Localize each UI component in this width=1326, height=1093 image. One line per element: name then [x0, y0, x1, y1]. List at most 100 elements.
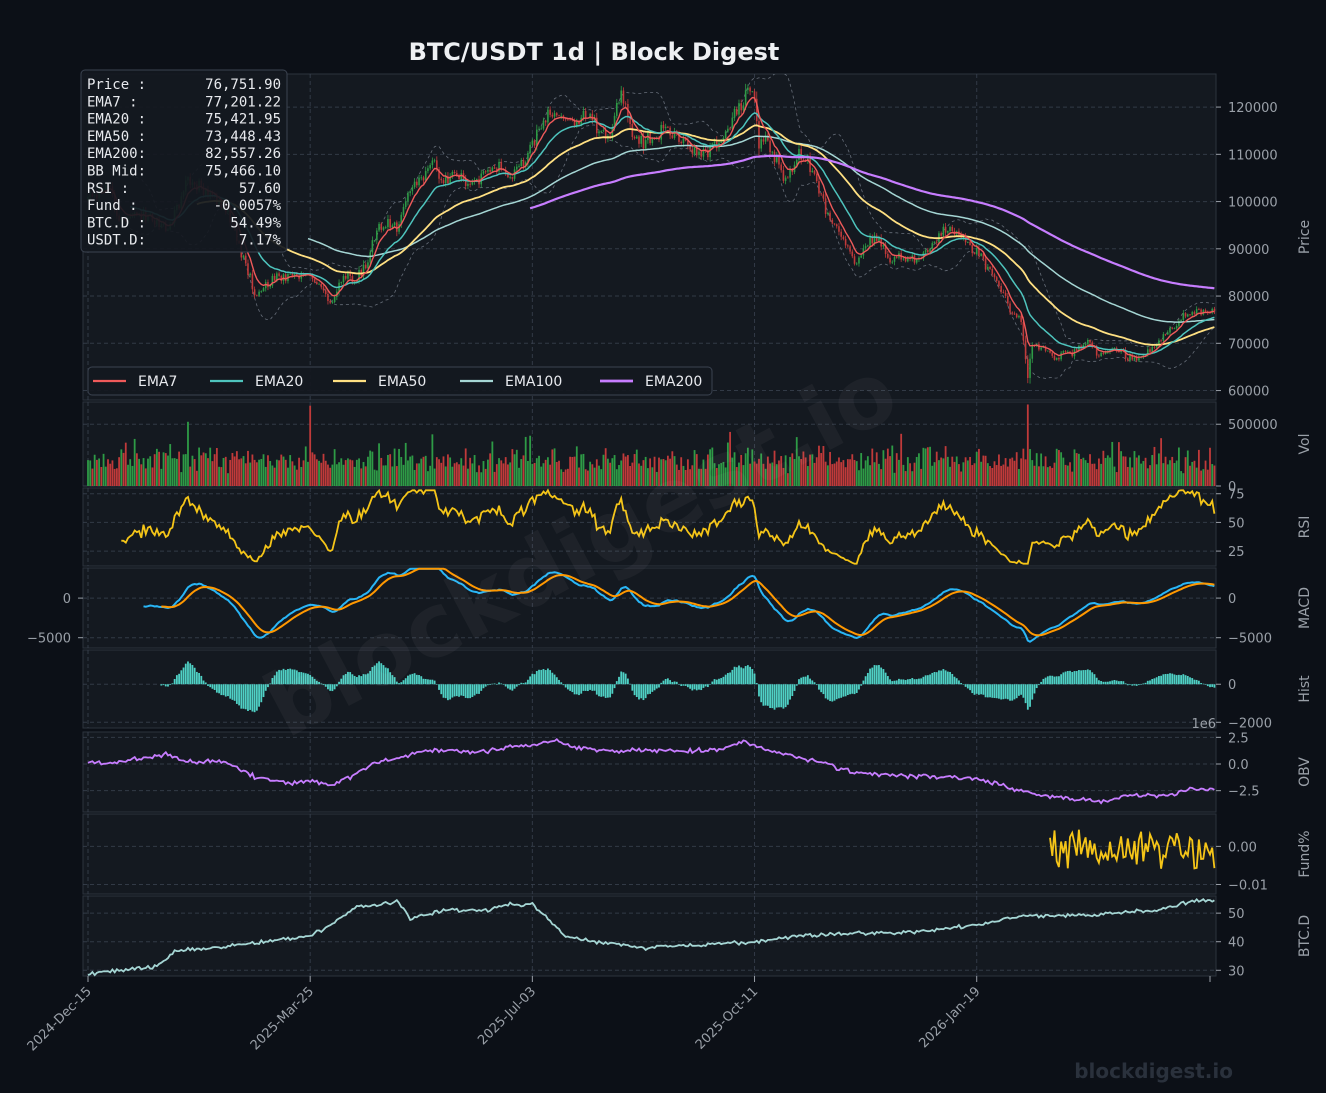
candle-body	[273, 275, 276, 281]
hist-bar	[706, 684, 709, 688]
volume-bar	[1113, 466, 1116, 486]
legend-label: EMA100	[505, 374, 562, 390]
info-value: 7.17%	[239, 233, 282, 249]
candle-body	[735, 108, 738, 115]
hist-bar	[444, 684, 447, 699]
volume-bar	[1111, 441, 1114, 486]
volume-bar	[918, 453, 920, 486]
candle-body	[993, 274, 996, 278]
hist-bar	[649, 684, 652, 694]
hist-bar	[1089, 670, 1091, 685]
hist-bar	[284, 669, 287, 685]
hist-bar	[802, 676, 805, 685]
hist-bar	[378, 661, 380, 685]
hist-bar	[631, 684, 634, 691]
volume-bar	[198, 447, 200, 486]
candle-body	[867, 245, 869, 247]
volume-bar	[1124, 456, 1127, 486]
volume-bar	[1009, 458, 1011, 486]
candle-body	[595, 117, 598, 134]
volume-bar	[387, 454, 389, 486]
candle-body	[1186, 314, 1189, 317]
volume-bar	[240, 458, 243, 486]
volume-bar	[673, 456, 676, 486]
hist-bar	[935, 672, 938, 685]
volume-bar	[544, 459, 547, 486]
volume-bar	[715, 467, 718, 486]
candle-body	[720, 141, 723, 143]
candle-body	[411, 187, 414, 192]
hist-bar	[829, 684, 831, 702]
hist-bar	[331, 684, 334, 692]
hist-bar	[204, 682, 207, 685]
hist-bar	[713, 679, 716, 685]
hist-bar	[533, 674, 536, 685]
hist-bar	[389, 672, 392, 685]
candle-body	[844, 239, 847, 246]
candle-body	[551, 114, 554, 117]
volume-bar	[931, 465, 934, 486]
volume-bar	[1060, 452, 1063, 486]
bollinger-lower-line	[129, 124, 1215, 379]
candle-body	[849, 246, 851, 252]
volume-bar	[884, 458, 887, 486]
hist-bar	[349, 672, 352, 685]
volume-bar	[1180, 471, 1183, 486]
info-label: USDT.D:	[87, 233, 146, 249]
volume-bar	[267, 455, 269, 486]
price-y-tick-label: 70000	[1228, 337, 1269, 352]
candle-body	[1191, 312, 1194, 315]
hist-bar	[369, 670, 372, 685]
candle-body	[440, 178, 443, 181]
volume-bar	[1086, 462, 1089, 486]
hist-bar	[738, 665, 740, 685]
hist-bar	[686, 684, 689, 688]
volume-bar	[520, 459, 523, 486]
hist-bar	[1051, 675, 1054, 685]
volume-bar	[244, 463, 247, 486]
candle-body	[729, 128, 731, 130]
hist-bar	[460, 684, 463, 696]
volume-bar	[527, 461, 529, 486]
hist-bar	[951, 673, 954, 685]
btcd-y-tick-label: 50	[1228, 907, 1245, 922]
volume-bar	[782, 467, 785, 486]
volume-bar	[1040, 453, 1043, 486]
volume-bar	[735, 467, 738, 486]
hist-bar	[746, 665, 749, 685]
hist-bar	[351, 674, 354, 685]
candle-body	[427, 168, 429, 172]
hist-bar	[786, 684, 789, 705]
volume-bar	[402, 464, 405, 486]
volume-bar	[1042, 466, 1045, 486]
hist-bar	[1138, 684, 1140, 686]
hist-bar	[946, 671, 949, 685]
hist-bar	[771, 684, 774, 709]
hist-bar	[1109, 681, 1111, 685]
btcd-panel-bg	[82, 895, 1217, 977]
volume-bar	[462, 465, 465, 486]
hist-bar	[742, 668, 745, 685]
volume-bar	[1177, 447, 1180, 486]
hist-bar	[549, 670, 552, 685]
volume-bar	[580, 454, 583, 486]
hist-bar	[591, 684, 594, 691]
hist-bar	[733, 666, 736, 685]
volume-bar	[529, 435, 532, 486]
volume-bar	[1146, 468, 1149, 486]
hist-bar	[489, 684, 492, 685]
volume-bar	[635, 449, 638, 486]
candle-body	[476, 179, 478, 181]
hist-bar	[360, 676, 363, 685]
volume-bar	[611, 458, 614, 486]
candle-body	[591, 113, 594, 121]
obv-multiplier-label: 1e6	[1191, 717, 1216, 732]
candle-body	[1118, 351, 1120, 353]
candle-body	[1055, 357, 1058, 360]
candle-body	[758, 121, 760, 149]
volume-bar	[504, 457, 507, 486]
hist-bar	[1040, 681, 1043, 685]
hist-bar	[313, 678, 316, 685]
hist-bar	[438, 684, 440, 690]
